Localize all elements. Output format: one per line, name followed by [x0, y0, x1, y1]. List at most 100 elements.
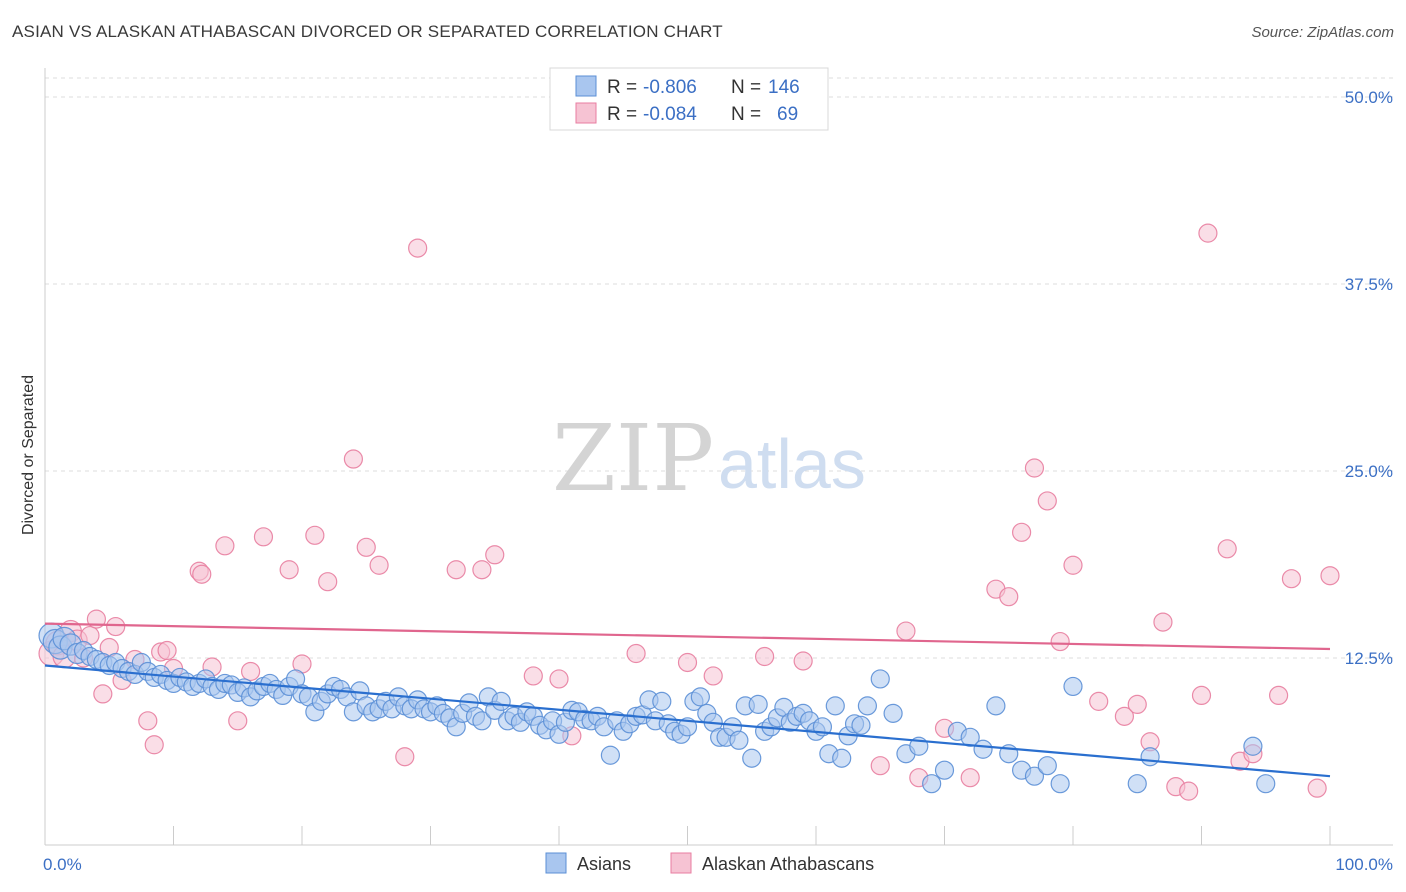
legend-swatch-alaskan	[575, 102, 597, 124]
asians-point	[883, 703, 903, 723]
legend-r-value-1: -0.806	[643, 77, 697, 98]
alaskan-athabascans-point	[1089, 691, 1109, 711]
y-tick-label-0: 12.5%	[1345, 649, 1393, 668]
y-axis-label: Divorced or Separated	[20, 375, 37, 535]
alaskan-athabascans-point	[253, 527, 274, 547]
alaskan-athabascans-point	[1307, 778, 1327, 798]
asians-point	[1243, 736, 1263, 756]
trend-line-alaskan-athabascans	[44, 622, 1331, 651]
asians-point	[742, 748, 762, 768]
legend-n-value-2: 69	[777, 104, 798, 125]
axes	[44, 68, 1393, 846]
x-tick-labels: 0.0% 100.0%	[43, 855, 1393, 874]
asians-point	[690, 687, 710, 707]
asians-point	[1256, 774, 1276, 794]
alaskan-athabascans-point	[1011, 522, 1032, 542]
legend-swatch-asians	[575, 75, 597, 97]
alaskan-athabascans-point	[192, 564, 212, 584]
asians-point	[600, 745, 621, 765]
alaskan-athabascans-point	[626, 643, 646, 664]
alaskan-athabascans-point	[93, 684, 113, 704]
alaskan-athabascans-point	[472, 560, 492, 580]
asians-point	[1037, 756, 1057, 776]
alaskan-athabascans-point	[106, 616, 126, 637]
asians-point	[825, 696, 845, 716]
trend-lines	[44, 622, 1331, 778]
asians-point	[870, 669, 890, 689]
alaskan-athabascans-point	[228, 711, 248, 731]
legend-n-value-1: 146	[768, 77, 800, 98]
alaskan-athabascans-point	[1153, 612, 1173, 632]
asians-point	[748, 694, 768, 714]
y-tick-label-1: 25.0%	[1345, 462, 1393, 481]
asians-point	[857, 696, 878, 716]
alaskan-athabascans-point	[408, 238, 428, 258]
x-tick-label-0: 0.0%	[43, 855, 82, 874]
asians-point	[1063, 676, 1083, 697]
watermark: ZIP atlas	[552, 405, 866, 512]
legend-r-label-2: R =	[607, 104, 637, 125]
alaskan-athabascans-point	[1268, 685, 1289, 706]
alaskan-athabascans-point	[279, 560, 299, 580]
asians-point	[986, 696, 1006, 716]
alaskan-athabascans-point	[1217, 539, 1237, 559]
alaskan-athabascans-point	[144, 735, 164, 755]
legend-n-label-2: N =	[731, 104, 761, 125]
legend-n-label-1: N =	[731, 77, 761, 98]
asians-point	[934, 760, 955, 780]
alaskan-athabascans-point	[318, 572, 338, 592]
alaskan-athabascans-point	[1114, 706, 1135, 726]
bottom-legend-swatch-asians	[545, 852, 567, 874]
asians-point	[1127, 774, 1147, 794]
watermark-zip: ZIP	[552, 405, 714, 512]
alaskan-athabascans-point	[1198, 223, 1218, 243]
asians-point	[1050, 774, 1070, 794]
alaskan-athabascans-point	[1050, 631, 1070, 652]
alaskan-athabascans-point	[215, 536, 235, 556]
bottom-legend-alaskan: Alaskan Athabascans	[702, 854, 874, 874]
asians-point	[1140, 747, 1160, 767]
asians-point	[1024, 766, 1045, 786]
alaskan-athabascans-point	[241, 661, 261, 682]
asians-point	[729, 730, 749, 750]
legend-r-label-1: R =	[607, 77, 637, 98]
alaskan-athabascans-point	[549, 669, 569, 689]
asians-point	[851, 715, 871, 735]
grid	[45, 77, 1393, 659]
alaskan-athabascans-point	[1281, 569, 1302, 589]
alaskan-athabascans-point	[870, 756, 890, 776]
watermark-atlas: atlas	[718, 425, 866, 503]
legend-r-value-2: -0.084	[643, 104, 697, 125]
asians-point	[472, 711, 492, 731]
stats-legend: R = -0.806 N = 146 R = -0.084 N = 69	[549, 67, 829, 131]
alaskan-athabascans-point	[343, 449, 363, 469]
asians-point	[652, 691, 672, 711]
alaskan-athabascans-point	[485, 545, 505, 565]
alaskan-athabascans-point	[395, 747, 415, 767]
series-legend: Asians Alaskan Athabascans	[545, 852, 874, 874]
alaskan-athabascans-point	[999, 587, 1019, 607]
trend-line-asians	[44, 664, 1331, 778]
asians-point	[973, 739, 993, 759]
alaskan-athabascans-point	[703, 666, 723, 686]
alaskan-athabascans-point	[754, 646, 775, 667]
chart-title: ASIAN VS ALASKAN ATHABASCAN DIVORCED OR …	[12, 22, 723, 41]
alaskan-athabascans-point	[1024, 458, 1045, 478]
alaskan-athabascans-point	[157, 640, 177, 661]
alaskan-athabascans-point	[677, 652, 698, 673]
alaskan-athabascans-point	[523, 666, 543, 686]
alaskan-athabascans-point	[369, 555, 389, 575]
bottom-legend-asians: Asians	[577, 854, 631, 874]
alaskan-athabascans-point	[1191, 685, 1212, 706]
alaskan-athabascans-point	[896, 621, 916, 641]
alaskan-athabascans-point	[1037, 491, 1057, 511]
y-tick-labels: 12.5% 25.0% 37.5% 50.0%	[1345, 88, 1393, 668]
asians-point	[491, 691, 511, 711]
alaskan-athabascans-point	[1063, 555, 1083, 575]
alaskan-athabascans-point	[446, 560, 466, 580]
bottom-legend-swatch-alaskan	[670, 852, 692, 874]
alaskan-athabascans-point	[960, 768, 980, 788]
alaskan-athabascans-point	[1179, 781, 1199, 801]
asians-point	[832, 748, 852, 768]
